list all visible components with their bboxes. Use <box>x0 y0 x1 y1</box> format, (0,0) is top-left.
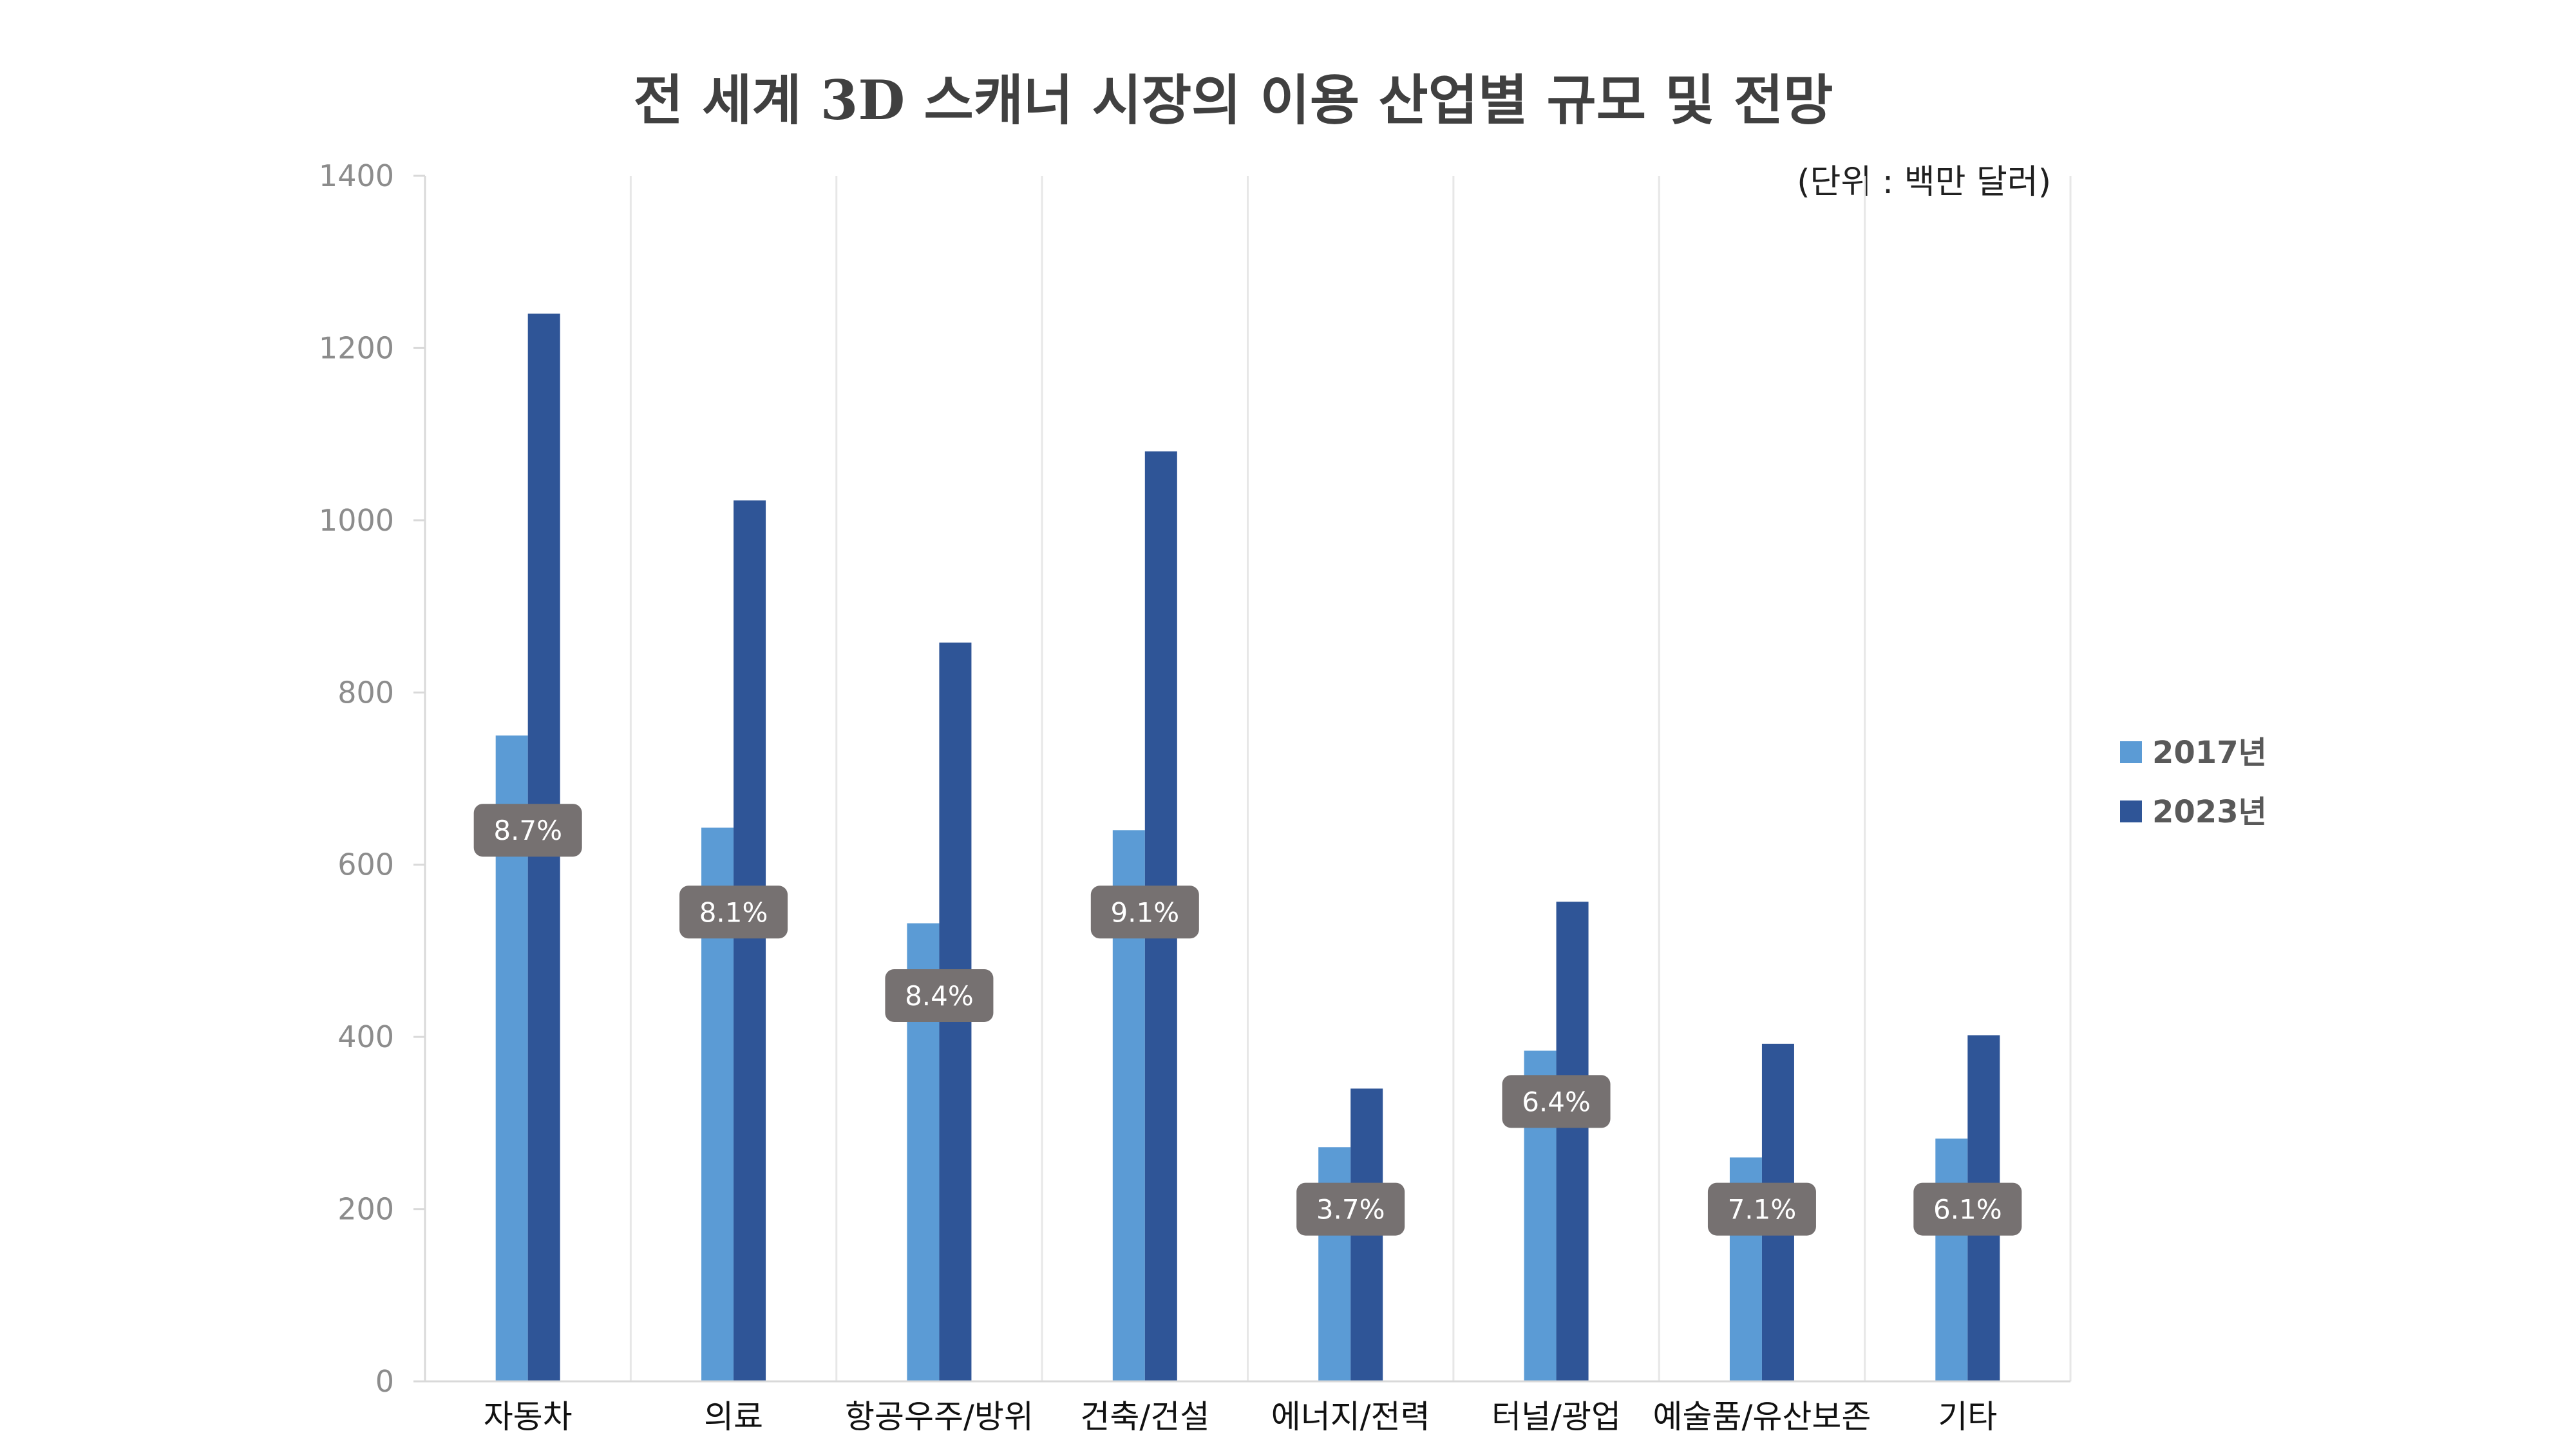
legend-swatch <box>2120 800 2142 822</box>
cagr-label: 7.1% <box>1728 1194 1797 1226</box>
cagr-label: 8.1% <box>699 896 768 928</box>
bar-2023 <box>734 500 766 1382</box>
cagr-labels: 8.7% 8.1% 8.4% 9.1% 3.7% 6.4% 7.1% 6.1% <box>473 804 2022 1236</box>
x-tick-label: 기타 <box>1938 1398 1997 1435</box>
x-tick-label: 의료 <box>704 1398 763 1435</box>
cagr-label: 8.7% <box>493 815 562 846</box>
cagr-badge <box>1502 1075 1611 1128</box>
bar-2023 <box>1556 902 1589 1381</box>
y-tick-label: 400 <box>337 1019 394 1054</box>
y-tick-label: 200 <box>337 1192 394 1227</box>
x-tick-label: 터널/광업 <box>1492 1398 1621 1435</box>
cagr-badge <box>885 969 994 1022</box>
legend-label: 2023년 <box>2152 794 2267 830</box>
cagr-badge <box>679 886 788 939</box>
cagr-badge <box>1913 1182 2022 1236</box>
y-tick-label: 1000 <box>319 503 394 538</box>
x-tick-label: 항공우주/방위 <box>845 1398 1034 1435</box>
category-separators <box>629 176 2072 1381</box>
chart-title: 전 세계 3D 스캐너 시장의 이용 산업별 규모 및 전망 <box>634 68 1833 132</box>
x-tick-label: 에너지/전력 <box>1271 1398 1430 1435</box>
y-axis: 0 200 400 600 800 1000 1200 1400 <box>319 158 426 1399</box>
y-tick-label: 1200 <box>319 330 394 365</box>
cagr-label: 6.4% <box>1522 1086 1591 1117</box>
bars <box>495 313 2000 1382</box>
bar-2017 <box>1935 1138 1968 1381</box>
cagr-badge <box>473 804 582 857</box>
x-axis: 자동차 의료 항공우주/방위 건축/건설 에너지/전력 터널/광업 예술품/유산보존 기타 <box>425 1380 2070 1435</box>
legend: 2017년 2023년 <box>2120 735 2267 830</box>
cagr-label: 8.4% <box>905 980 974 1012</box>
x-tick-label: 자동차 <box>484 1398 573 1435</box>
legend-swatch <box>2120 741 2142 763</box>
cagr-badge <box>1090 886 1199 939</box>
cagr-label: 9.1% <box>1110 896 1179 928</box>
cagr-badge <box>1296 1182 1405 1236</box>
cagr-label: 6.1% <box>1933 1194 2002 1226</box>
cagr-label: 3.7% <box>1316 1194 1385 1226</box>
unit-note: (단위 : 백만 달러) <box>1797 163 2051 202</box>
x-tick-label: 건축/건설 <box>1080 1398 1209 1435</box>
y-tick-label: 800 <box>337 675 394 710</box>
bar-2017 <box>1318 1147 1351 1381</box>
x-tick-label: 예술품/유산보존 <box>1653 1398 1871 1435</box>
y-tick-label: 0 <box>375 1364 394 1399</box>
legend-label: 2017년 <box>2152 735 2267 771</box>
cagr-badge <box>1707 1182 1816 1236</box>
y-tick-label: 600 <box>337 848 394 882</box>
y-tick-label: 1400 <box>319 158 394 193</box>
